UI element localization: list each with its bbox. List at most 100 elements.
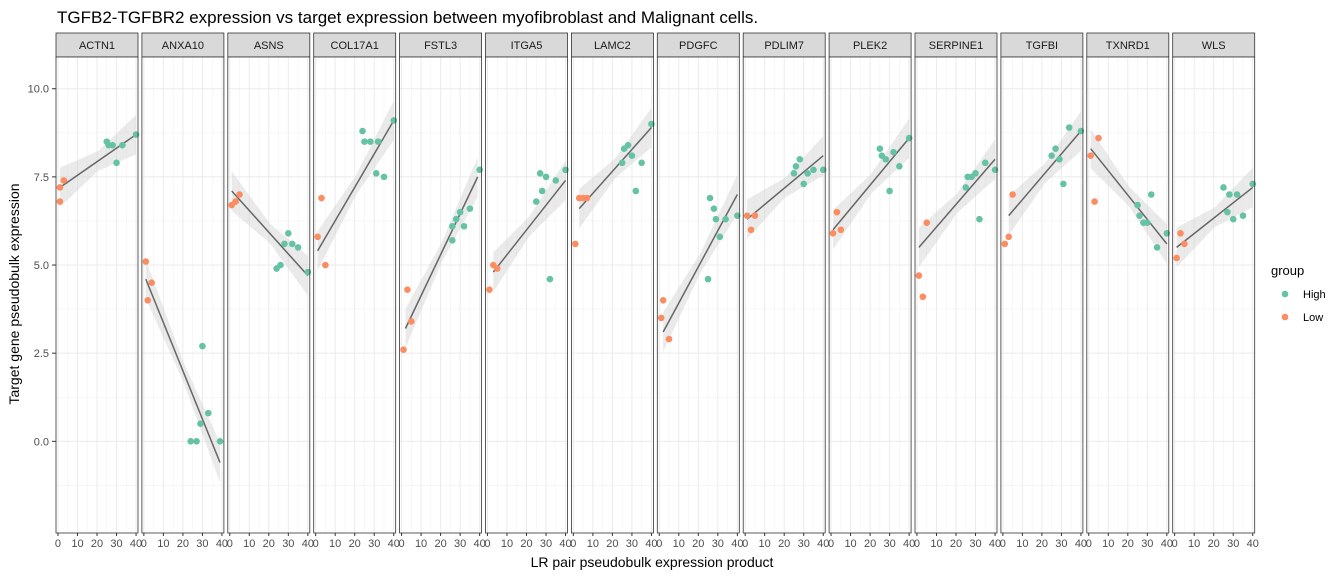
data-point-low [148,279,155,286]
data-point-high [1233,191,1241,198]
chart-title: TGFB2-TGFBR2 expression vs target expres… [57,8,758,27]
data-point-high [1052,145,1059,152]
x-tick-label: 0 [55,538,61,550]
data-point-high [792,163,800,170]
facet-panel-pdlim7: PDLIM7 0 10 20 30 40 [742,32,829,550]
data-point-high [452,215,460,223]
regression-line [231,190,309,277]
data-point-low [486,286,493,294]
data-point-low [829,229,837,237]
legend-entries: High Low [1281,289,1326,324]
data-point-high [294,244,302,251]
data-point-low [318,194,325,202]
y-tick-label: 0.0 [34,436,49,448]
x-tick-label: 20 [1122,538,1134,550]
grid-lines [141,57,224,533]
x-tick-label: 10 [673,538,685,550]
facet-panel-pdgfc: PDGFC 0 10 20 30 40 [656,32,743,550]
data-point-high [810,166,817,174]
x-tick-label: 40 [989,538,1001,550]
data-point-high [618,159,626,167]
regression-line [1176,186,1254,248]
x-tick-label: 40 [817,538,829,550]
data-point-high [216,438,224,445]
x-tick-label: 40 [1161,538,1173,550]
x-tick-label: 20 [520,538,532,550]
x-tick-label: 30 [368,538,380,550]
facet-strip-label: COL17A1 [331,40,379,52]
y-tick-label: 10.0 [28,84,49,96]
y-tick-label: 7.5 [34,172,49,184]
data-point-low [1087,152,1095,160]
data-point-high [536,170,544,177]
regression-line [1090,148,1168,245]
x-tick-label: 10 [844,538,856,550]
facet-strip [55,32,139,58]
facet-panel-itga5: ITGA5 0 10 20 30 40 [484,32,572,550]
data-point-high [449,237,456,244]
data-point-low [923,219,931,227]
x-tick-label: 40 [302,538,314,550]
data-point-low [1095,134,1102,142]
data-point-high [359,127,366,135]
data-point-high [790,170,798,177]
x-tick-label: 20 [177,538,189,550]
data-point-high [466,205,474,212]
facet-strip-label: ASNS [254,40,284,52]
facet-strip-label: WLS [1202,40,1226,52]
facet-strip-label: ANXA10 [162,40,204,52]
regression-line [1008,130,1082,217]
facet-strip [485,32,568,58]
data-point-high [1226,191,1233,198]
x-tick-label: 10 [157,538,169,550]
data-point-high [285,229,292,237]
regression-line [492,179,567,273]
data-point-low [56,198,64,205]
data-point-low [1181,240,1188,248]
x-tick-label: 10 [930,538,942,550]
facet-panel-fstl3: FSTL3 0 10 20 30 40 [398,32,486,550]
data-point-high [193,438,200,445]
data-point-high [804,170,811,177]
data-point-high [800,180,808,188]
data-point-low [1009,191,1016,198]
x-tick-label: 0 [1000,538,1006,550]
x-tick-label: 0 [1172,538,1178,550]
data-point-low [60,177,68,184]
facet-strip-label: PDGFC [679,40,718,52]
x-tick-label: 40 [1075,538,1087,550]
grid-lines [485,57,568,533]
data-point-high [1153,244,1161,251]
data-point-high [1144,219,1151,227]
facet-strip [656,32,740,58]
legend: group High Low [1271,263,1326,324]
x-tick-label: 10 [501,538,513,550]
x-tick-label: 30 [196,538,208,550]
x-tick-label: 30 [540,538,552,550]
facet-strip [828,32,912,58]
x-tick-label: 0 [313,538,319,550]
data-point-high [542,173,550,181]
x-tick-label: 10 [243,538,255,550]
data-point-high [277,261,284,269]
facet-strip-label: TGFBI [1026,40,1058,52]
x-tick-label: 10 [759,538,771,550]
data-point-low [1001,240,1009,248]
data-point-low [915,272,923,279]
x-tick-label: 0 [227,538,233,550]
data-point-high [1147,191,1155,198]
x-tick-label: 20 [1036,538,1048,550]
facet-strip [1086,32,1170,58]
data-point-high [456,208,464,216]
data-point-high [981,159,989,167]
facet-strip [399,32,483,58]
x-tick-label: 20 [1208,538,1220,550]
facet-strip-label: SERPINE1 [929,40,983,52]
data-point-high [187,438,195,445]
data-point-low [751,212,759,219]
x-tick-label: 10 [71,538,83,550]
regression-line [746,155,824,220]
facet-strip-label: ACTN1 [79,40,115,52]
data-point-high [532,198,540,205]
data-point-low [1173,254,1180,262]
